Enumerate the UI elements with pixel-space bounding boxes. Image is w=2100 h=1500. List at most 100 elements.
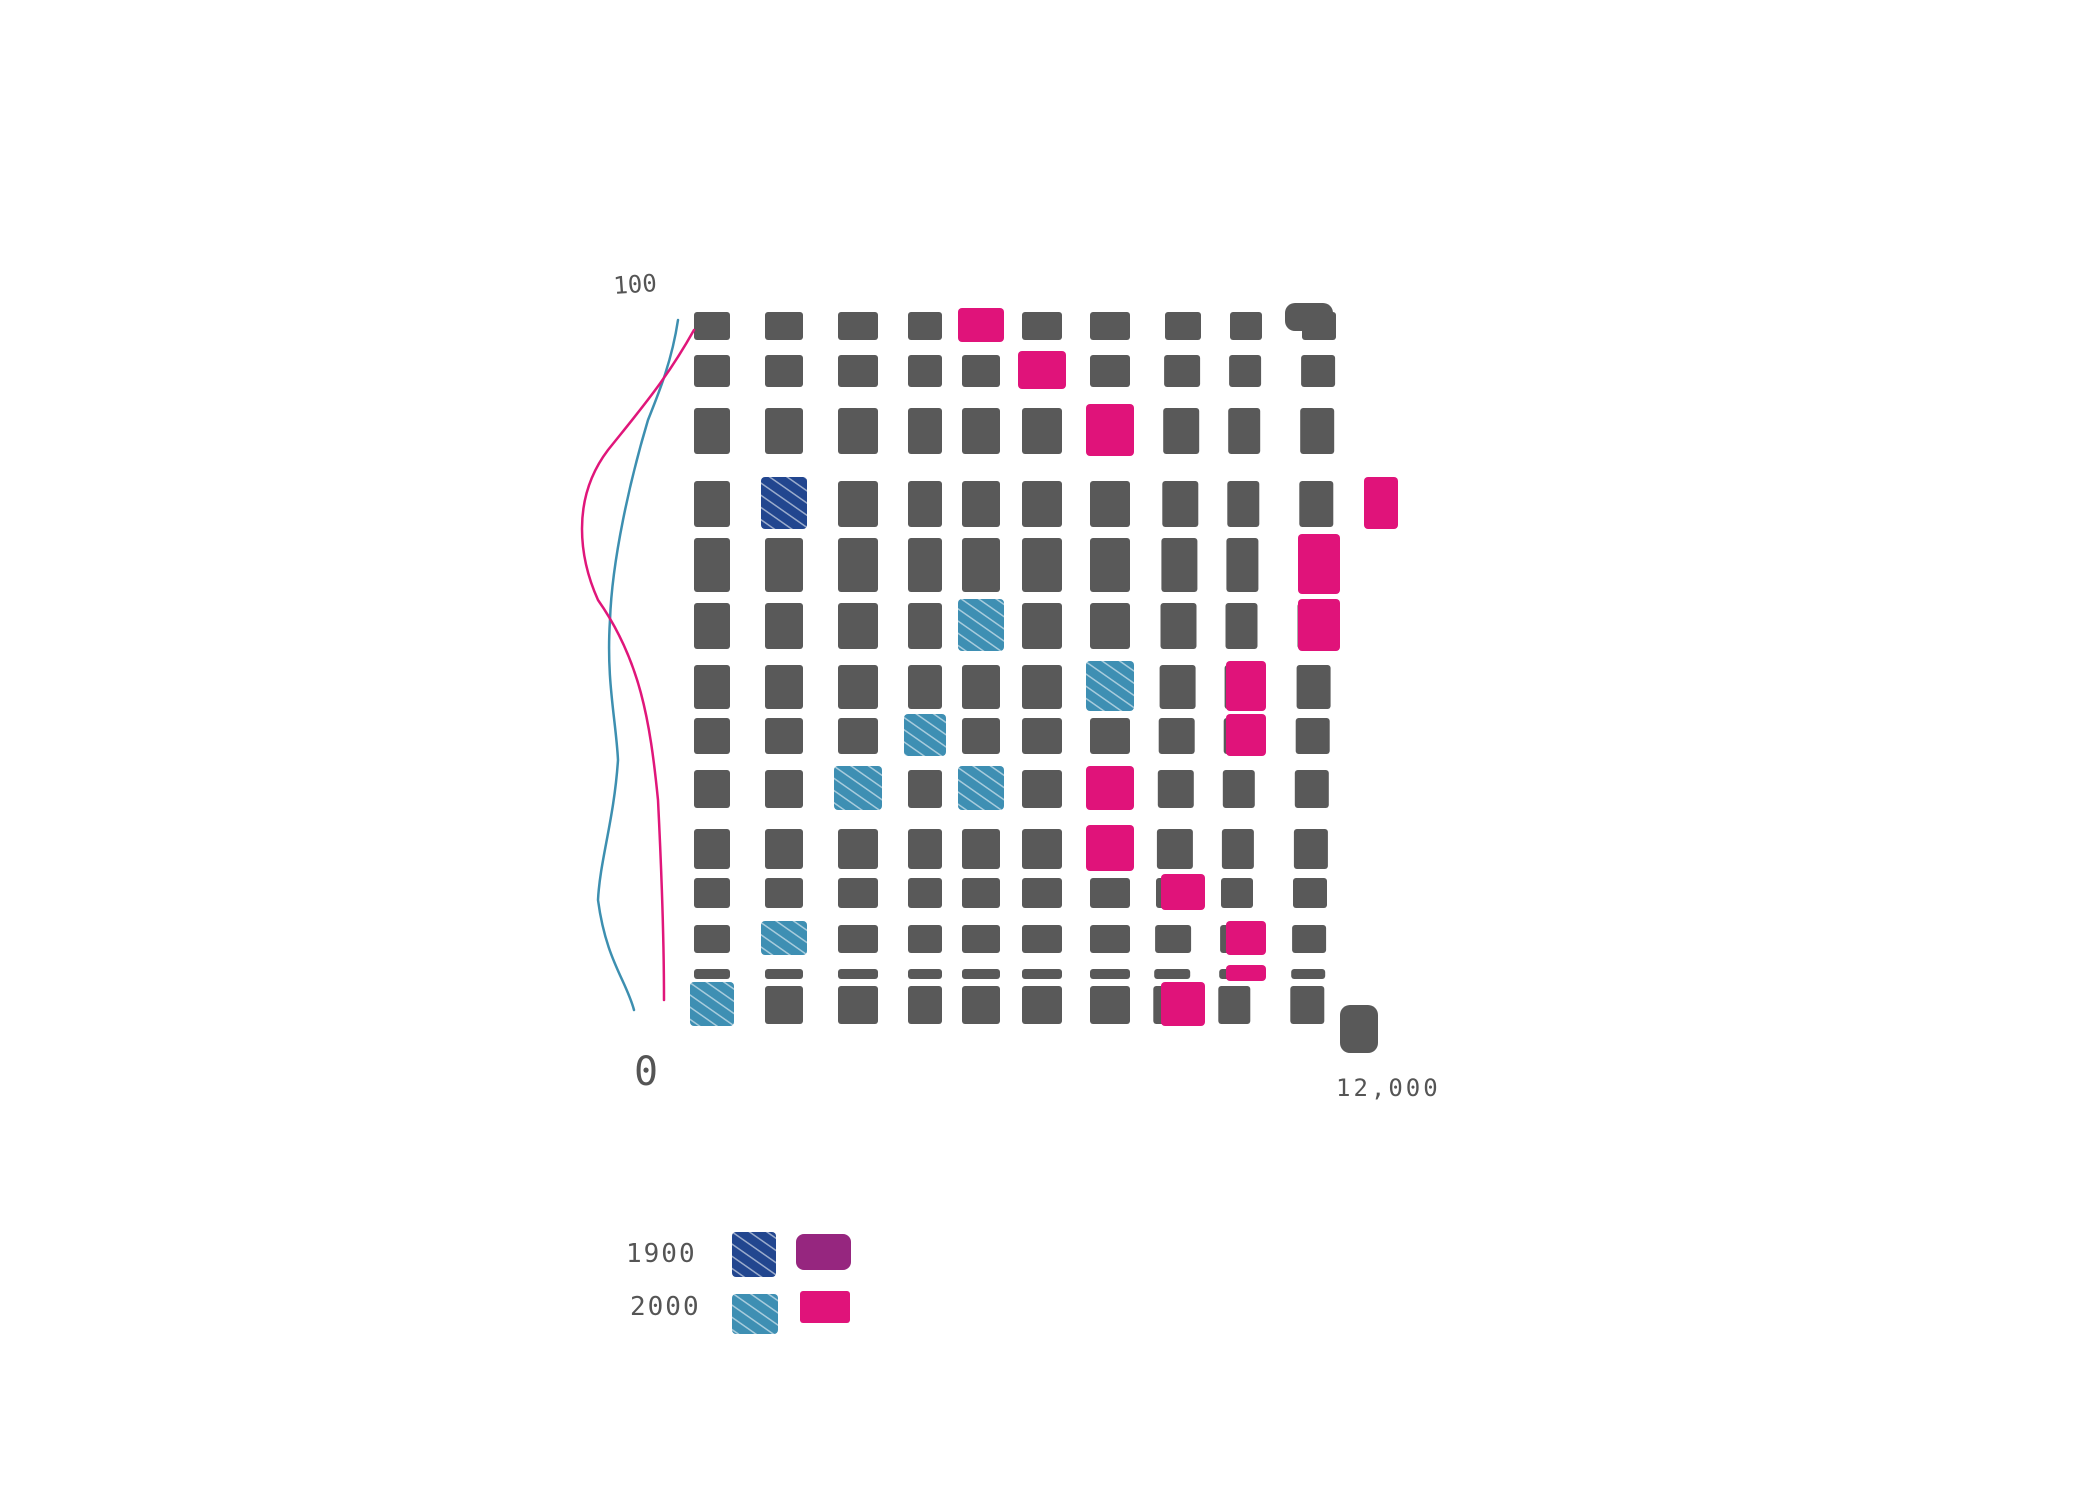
grid-cell — [1022, 603, 1062, 649]
highlight-cell-pink-2000 — [1298, 534, 1340, 594]
highlight-cell-hatch — [1086, 661, 1134, 711]
grid-cell — [1090, 603, 1130, 649]
grid-cell — [908, 770, 942, 808]
grid-cell — [1218, 986, 1251, 1024]
side-density-curves — [580, 318, 696, 1012]
grid-cell — [1155, 925, 1192, 953]
grid-cell — [694, 969, 730, 979]
highlight-cell-hatch — [958, 599, 1004, 651]
grid-cell — [1296, 665, 1331, 709]
grid-cell — [1022, 481, 1062, 527]
grid-cell — [962, 408, 1000, 454]
grid-cell — [765, 969, 803, 979]
grid-cell — [838, 408, 878, 454]
grid-cell — [908, 969, 942, 979]
grid-cell — [1228, 408, 1261, 454]
grid-cell — [765, 878, 803, 908]
density-curve-pink — [580, 328, 696, 1002]
grid-cell — [1295, 718, 1330, 754]
grid-cell — [1090, 925, 1130, 953]
grid-cell — [1090, 538, 1130, 592]
grid-cell — [908, 481, 942, 527]
grid-cell — [908, 986, 942, 1024]
grid-cell — [838, 718, 878, 754]
grid-cell — [765, 770, 803, 808]
grid-cell — [694, 878, 730, 908]
grid-cell — [838, 829, 878, 869]
highlight-cell-pink-2000 — [1364, 477, 1398, 529]
grid-cell — [838, 986, 878, 1024]
grid-cell — [765, 829, 803, 869]
grid-cell — [694, 538, 730, 592]
grid-cell — [1299, 481, 1334, 527]
grid-cell — [1164, 355, 1201, 387]
grid-cell — [908, 603, 942, 649]
grid-cell — [1293, 829, 1328, 869]
highlight-cell-pink-2000 — [1161, 982, 1205, 1026]
grid-cell — [694, 312, 730, 340]
grid-cell — [1090, 718, 1130, 754]
grid-cell-edge — [1340, 1005, 1378, 1053]
grid-cell — [765, 312, 803, 340]
highlight-cell-pink-2000 — [1298, 599, 1340, 651]
x-axis-max-label: 12,000 — [1336, 1074, 1441, 1102]
highlight-cell-hatch — [904, 714, 946, 756]
grid-cell — [1090, 986, 1130, 1024]
grid-cell — [1090, 878, 1130, 908]
grid-cell — [1158, 718, 1195, 754]
grid-cell — [694, 829, 730, 869]
grid-cell — [1225, 603, 1258, 649]
grid-cell — [765, 408, 803, 454]
grid-cell — [838, 603, 878, 649]
grid-cell — [962, 878, 1000, 908]
y-axis-max-label: 100 — [612, 269, 657, 300]
grid-cell — [962, 355, 1000, 387]
highlight-cell-pink-2000 — [1226, 965, 1266, 981]
grid-cell — [962, 986, 1000, 1024]
grid-cell — [838, 538, 878, 592]
grid-cell — [838, 878, 878, 908]
highlight-cell-pink-2000 — [958, 308, 1004, 342]
grid-cell — [765, 665, 803, 709]
grid-cell — [1221, 829, 1254, 869]
grid-cell — [694, 481, 730, 527]
highlight-cell-pink-2000 — [1086, 766, 1134, 810]
grid-cell — [1293, 878, 1327, 908]
highlight-cell-pink-2000 — [1226, 714, 1266, 756]
grid-cell — [1156, 829, 1193, 869]
grid-cell — [1230, 312, 1262, 340]
grid-cell — [908, 829, 942, 869]
grid-cell — [694, 355, 730, 387]
grid-cell — [1290, 986, 1325, 1024]
highlight-cell-hatch — [761, 921, 807, 955]
grid-cell — [962, 718, 1000, 754]
grid-cell — [908, 355, 942, 387]
grid-cell — [1229, 355, 1262, 387]
grid-cell — [838, 969, 878, 979]
grid-cell — [1222, 770, 1255, 808]
grid-cell — [1160, 603, 1197, 649]
grid-cell — [1157, 770, 1194, 808]
grid-cell — [838, 925, 878, 953]
grid-cell — [1221, 878, 1253, 908]
x-axis-min-label: 0 — [634, 1049, 658, 1095]
grid-cell — [908, 665, 942, 709]
grid-cell — [1022, 312, 1062, 340]
grid-cell — [1227, 481, 1260, 527]
grid-cell — [908, 408, 942, 454]
grid-cell — [908, 878, 942, 908]
grid-cell — [908, 312, 942, 340]
grid-cell — [765, 355, 803, 387]
grid-cell — [1162, 481, 1199, 527]
grid-cell — [962, 925, 1000, 953]
grid-cell — [694, 408, 730, 454]
grid-cell — [1022, 665, 1062, 709]
legend-swatch-1900-blue-hatch — [732, 1232, 776, 1277]
grid-cell — [962, 829, 1000, 869]
grid-cell — [1022, 538, 1062, 592]
highlight-cell-pink-2000 — [1226, 661, 1266, 711]
legend-swatch-2000-blue-hatch — [732, 1294, 778, 1334]
highlight-cell-hatch — [958, 766, 1004, 810]
legend-label-1900: 1900 — [626, 1239, 697, 1269]
